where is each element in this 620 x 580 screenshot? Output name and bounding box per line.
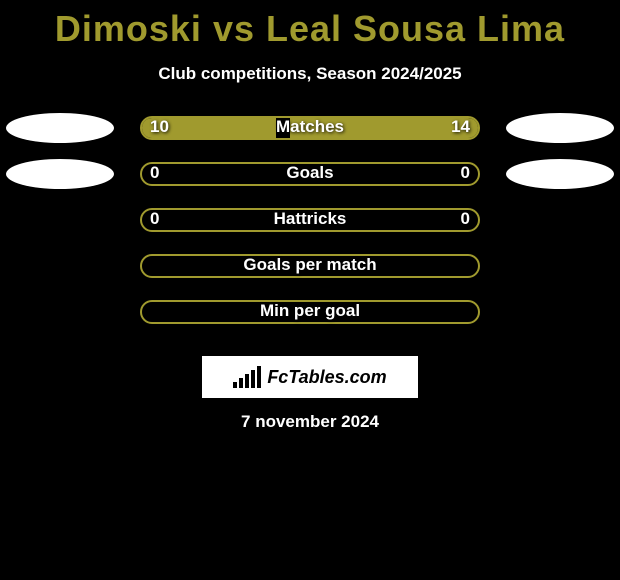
metric-label: Matches — [140, 117, 480, 137]
metric-label: Goals — [140, 163, 480, 183]
stat-row: 1014Matches — [0, 116, 620, 160]
player-ellipse-left — [6, 159, 114, 189]
metric-label: Min per goal — [140, 301, 480, 321]
player-ellipse-right — [506, 159, 614, 189]
page-title: Dimoski vs Leal Sousa Lima — [0, 0, 620, 50]
stat-row: Min per goal — [0, 300, 620, 344]
metric-label: Hattricks — [140, 209, 480, 229]
badge-text: FcTables.com — [267, 367, 386, 388]
fctables-badge: FcTables.com — [202, 356, 418, 398]
subtitle: Club competitions, Season 2024/2025 — [0, 64, 620, 84]
player-ellipse-right — [506, 113, 614, 143]
stat-row: 00Goals — [0, 162, 620, 206]
stat-row: Goals per match — [0, 254, 620, 298]
metric-label: Goals per match — [140, 255, 480, 275]
player-ellipse-left — [6, 113, 114, 143]
comparison-chart: 1014Matches00Goals00Hattricks Goals per m… — [0, 116, 620, 344]
bars-icon — [233, 366, 261, 388]
stat-row: 00Hattricks — [0, 208, 620, 252]
date-label: 7 november 2024 — [0, 412, 620, 432]
